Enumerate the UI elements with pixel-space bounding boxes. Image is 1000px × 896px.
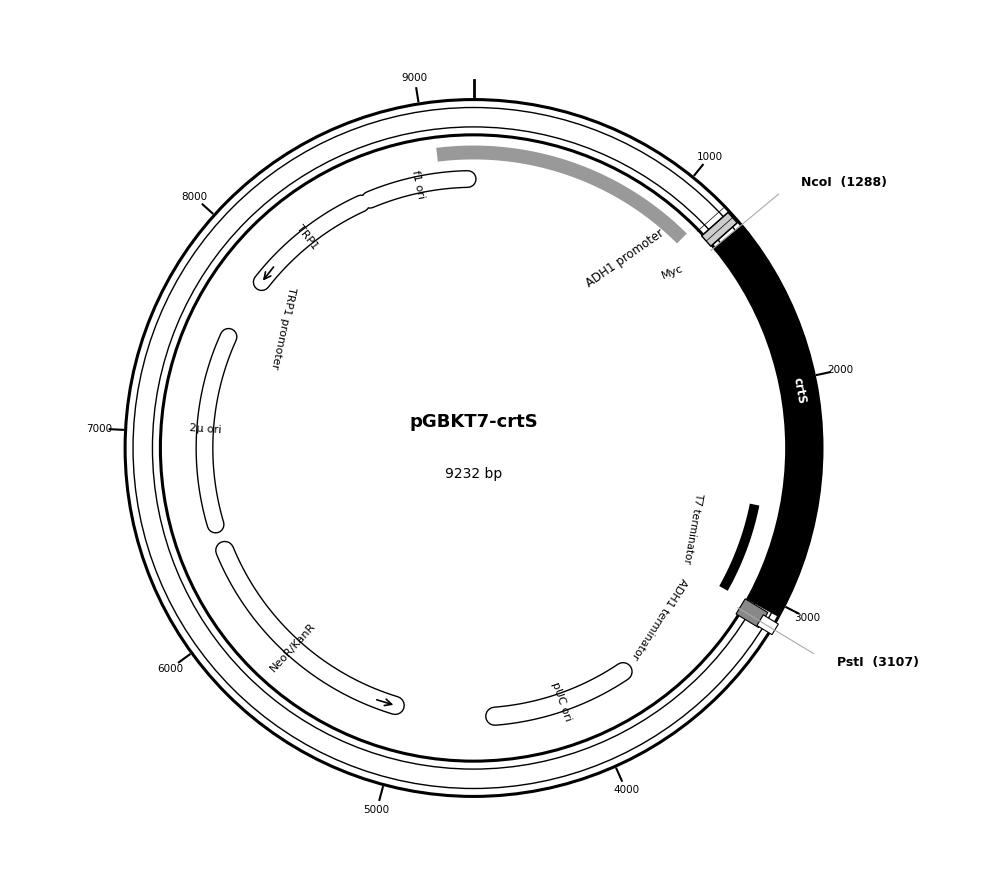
Text: 3000: 3000 bbox=[795, 613, 821, 623]
Text: 1000: 1000 bbox=[696, 151, 723, 161]
Text: TRP1: TRP1 bbox=[294, 222, 319, 251]
Text: NcoI  (1288): NcoI (1288) bbox=[801, 177, 887, 189]
Text: 2μ ori: 2μ ori bbox=[189, 424, 222, 435]
Text: 7000: 7000 bbox=[86, 424, 112, 434]
FancyBboxPatch shape bbox=[757, 615, 778, 634]
Text: 8000: 8000 bbox=[182, 193, 208, 202]
Text: crtS: crtS bbox=[790, 375, 808, 405]
Text: 5000: 5000 bbox=[364, 806, 390, 815]
Text: ADH1 promoter: ADH1 promoter bbox=[584, 227, 667, 290]
Text: 6000: 6000 bbox=[157, 664, 183, 674]
Text: 9232 bp: 9232 bp bbox=[445, 468, 502, 481]
FancyBboxPatch shape bbox=[736, 599, 768, 627]
Text: 2000: 2000 bbox=[827, 365, 853, 375]
Text: PstI  (3107): PstI (3107) bbox=[837, 656, 919, 669]
Text: 4000: 4000 bbox=[613, 786, 639, 796]
Text: pGBKT7-crtS: pGBKT7-crtS bbox=[409, 412, 538, 431]
Text: pUC ori: pUC ori bbox=[550, 681, 573, 723]
Text: NeoR/KanR: NeoR/KanR bbox=[268, 621, 317, 674]
Text: T7 terminator: T7 terminator bbox=[682, 492, 704, 564]
Text: Myc: Myc bbox=[660, 263, 685, 281]
Text: TRP1 promoter: TRP1 promoter bbox=[270, 287, 297, 370]
FancyBboxPatch shape bbox=[702, 212, 737, 246]
Text: f1 ori: f1 ori bbox=[410, 169, 426, 200]
Wedge shape bbox=[714, 225, 822, 616]
Text: ADH1 terminator: ADH1 terminator bbox=[629, 575, 688, 660]
Text: 9000: 9000 bbox=[402, 73, 428, 82]
